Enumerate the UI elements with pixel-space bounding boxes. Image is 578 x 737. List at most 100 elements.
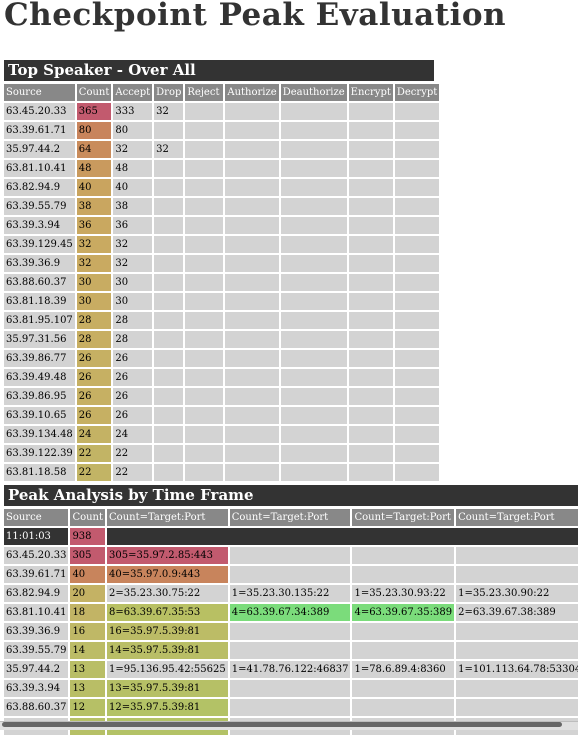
- source-cell: 63.88.60.37: [4, 274, 75, 291]
- page-title: Checkpoint Peak Evaluation: [4, 0, 507, 33]
- scrollbar-thumb[interactable]: [2, 722, 562, 727]
- drop-cell: [154, 179, 184, 196]
- deauthorize-cell: [280, 179, 347, 196]
- table-row: 63.39.86.77 26 26: [4, 350, 440, 367]
- column-header-target-port[interactable]: Count=Target:Port: [229, 509, 351, 526]
- count-cell: 30: [76, 274, 112, 291]
- encrypt-cell: [348, 255, 393, 272]
- drop-cell: [154, 122, 184, 139]
- encrypt-cell: [348, 426, 393, 443]
- deauthorize-cell: [280, 160, 347, 177]
- source-cell: 63.39.49.48: [4, 369, 75, 386]
- drop-cell: [154, 350, 184, 367]
- encrypt-cell: [348, 103, 393, 120]
- column-header-source[interactable]: Source: [4, 84, 75, 101]
- count-cell: 48: [76, 160, 112, 177]
- accept-cell: 26: [113, 369, 153, 386]
- table-row: 63.39.3.94 36 36: [4, 217, 440, 234]
- table-row: 63.39.61.71 40 40=35.97.0.9:443: [4, 566, 578, 583]
- target-port-cell: 2=35.23.30.75:22: [107, 585, 228, 602]
- table-row: 35.97.31.56 28 28: [4, 331, 440, 348]
- reject-cell: [185, 274, 224, 291]
- target-port-cell: 1=101.113.64.78:53304: [456, 661, 578, 678]
- encrypt-cell: [348, 464, 393, 481]
- target-port-cell: 1=35.23.30.93:22: [352, 585, 455, 602]
- count-cell: 26: [76, 388, 112, 405]
- column-header-encrypt[interactable]: Encrypt: [348, 84, 393, 101]
- accept-cell: 26: [113, 350, 153, 367]
- count-cell: 40: [70, 566, 106, 583]
- column-header-reject[interactable]: Reject: [185, 84, 224, 101]
- column-header-source[interactable]: Source: [4, 509, 69, 526]
- reject-cell: [185, 160, 224, 177]
- encrypt-cell: [348, 122, 393, 139]
- decrypt-cell: [394, 274, 440, 291]
- table-row: 63.82.94.9 20 2=35.23.30.75:22 1=35.23.30.1…: [4, 585, 578, 602]
- target-port-cell: 14=35.97.5.39:81: [107, 642, 228, 659]
- accept-cell: 22: [113, 464, 153, 481]
- accept-cell: 30: [113, 274, 153, 291]
- column-header-count[interactable]: Count: [70, 509, 106, 526]
- table-header-row: Source Count Accept Drop Reject Authoriz…: [4, 84, 440, 101]
- target-port-cell: 305=35.97.2.85:443: [107, 547, 228, 564]
- source-cell: 63.81.18.58: [4, 464, 75, 481]
- column-header-accept[interactable]: Accept: [113, 84, 153, 101]
- deauthorize-cell: [280, 464, 347, 481]
- time-frame-row: 11:01:03 938: [4, 528, 578, 545]
- decrypt-cell: [394, 312, 440, 329]
- reject-cell: [185, 312, 224, 329]
- reject-cell: [185, 255, 224, 272]
- column-header-authorize[interactable]: Authorize: [225, 84, 279, 101]
- table-row: 63.39.86.95 26 26: [4, 388, 440, 405]
- peak-analysis-heading: Peak Analysis by Time Frame: [4, 485, 578, 506]
- source-cell: 35.97.31.56: [4, 331, 75, 348]
- column-header-count[interactable]: Count: [76, 84, 112, 101]
- target-port-cell: [456, 642, 578, 659]
- reject-cell: [185, 350, 224, 367]
- table-row: 63.39.36.9 32 32: [4, 255, 440, 272]
- source-cell: 63.81.95.107: [4, 312, 75, 329]
- table-row: 63.45.20.33 305 305=35.97.2.85:443: [4, 547, 578, 564]
- accept-cell: 32: [113, 255, 153, 272]
- target-port-cell: [352, 699, 455, 716]
- source-cell: 63.39.61.71: [4, 122, 75, 139]
- source-cell: 63.39.3.94: [4, 217, 75, 234]
- source-cell: 63.39.55.79: [4, 198, 75, 215]
- target-port-cell: [352, 623, 455, 640]
- column-header-drop[interactable]: Drop: [154, 84, 184, 101]
- table-row: 63.88.60.37 30 30: [4, 274, 440, 291]
- source-cell: 35.97.44.2: [4, 141, 75, 158]
- time-frame-label: 11:01:03: [4, 528, 69, 545]
- source-cell: 63.39.129.45: [4, 236, 75, 253]
- target-port-cell: 1=78.6.89.4:8360: [352, 661, 455, 678]
- source-cell: 63.39.10.65: [4, 407, 75, 424]
- reject-cell: [185, 198, 224, 215]
- deauthorize-cell: [280, 407, 347, 424]
- source-cell: 63.39.55.79: [4, 642, 69, 659]
- target-port-cell: 1=95.136.95.42:55625: [107, 661, 228, 678]
- drop-cell: [154, 369, 184, 386]
- target-port-cell: [229, 623, 351, 640]
- table-row: 63.82.94.9 40 40: [4, 179, 440, 196]
- drop-cell: [154, 464, 184, 481]
- column-header-deauthorize[interactable]: Deauthorize: [280, 84, 347, 101]
- target-port-cell: 4=63.39.67.34:389: [229, 604, 351, 621]
- deauthorize-cell: [280, 255, 347, 272]
- column-header-target-port[interactable]: Count=Target:Port: [456, 509, 578, 526]
- count-cell: 12: [70, 699, 106, 716]
- reject-cell: [185, 293, 224, 310]
- target-port-cell: [456, 680, 578, 697]
- source-cell: 63.45.20.33: [4, 547, 69, 564]
- column-header-target-port[interactable]: Count=Target:Port: [107, 509, 228, 526]
- column-header-decrypt[interactable]: Decrypt: [394, 84, 440, 101]
- encrypt-cell: [348, 141, 393, 158]
- table-row: 63.39.10.65 26 26: [4, 407, 440, 424]
- drop-cell: [154, 274, 184, 291]
- column-header-target-port[interactable]: Count=Target:Port: [352, 509, 455, 526]
- count-cell: 30: [76, 293, 112, 310]
- peak-analysis-table: Source Count Count=Target:Port Count=Tar…: [2, 507, 578, 737]
- target-port-cell: 1=35.23.30.90:22: [456, 585, 578, 602]
- encrypt-cell: [348, 160, 393, 177]
- accept-cell: 28: [113, 312, 153, 329]
- authorize-cell: [225, 407, 279, 424]
